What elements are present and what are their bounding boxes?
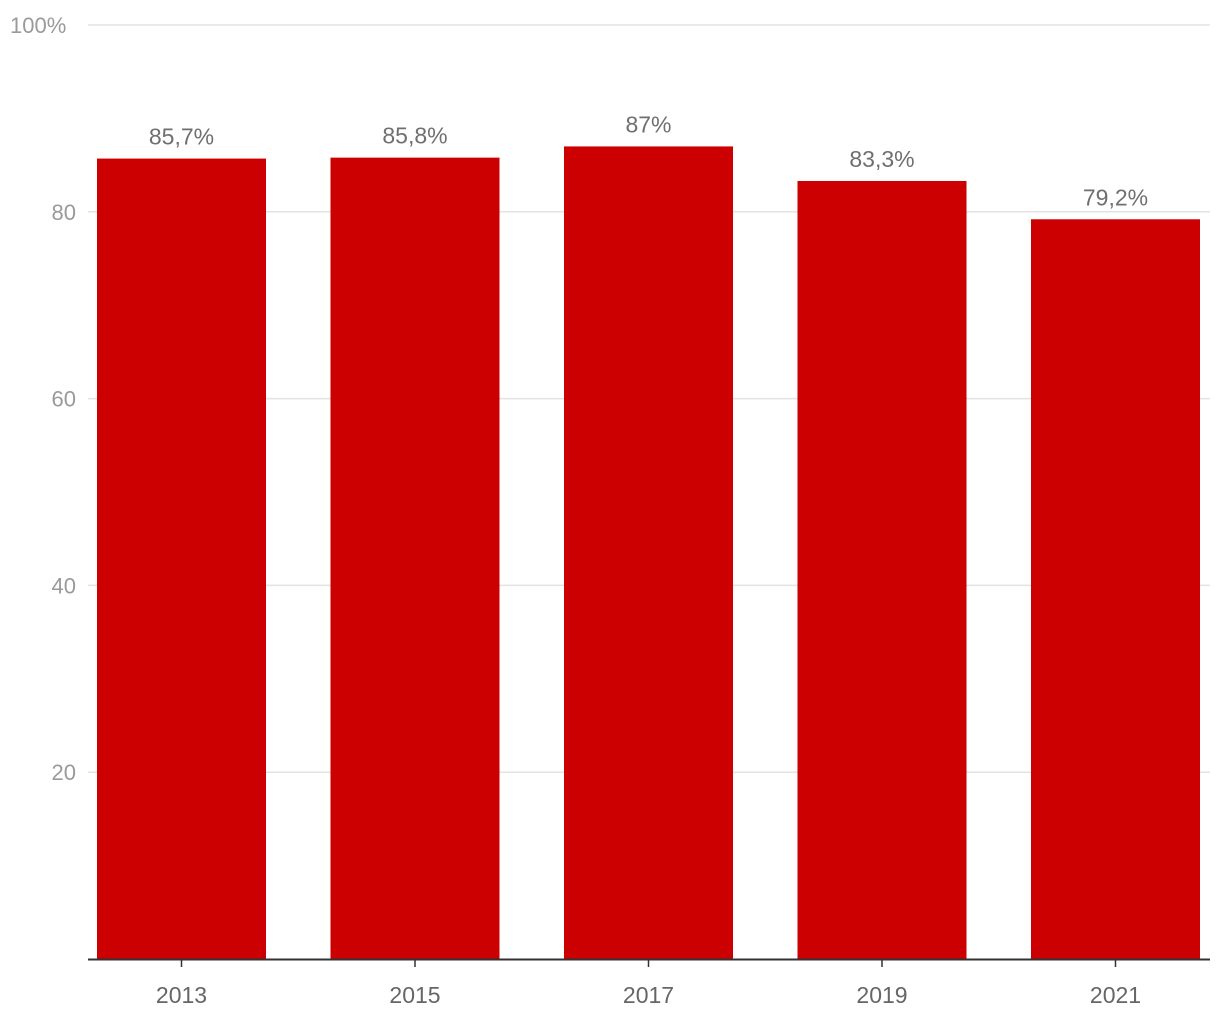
bar xyxy=(564,146,733,960)
bar-value-label: 87% xyxy=(625,111,671,137)
x-tick-label: 2013 xyxy=(156,982,207,1008)
y-tick-label: 80 xyxy=(52,200,76,225)
bar-value-label: 85,7% xyxy=(149,124,214,150)
bar xyxy=(330,157,500,960)
x-axis-tick-labels: 2013 2015 2017 2019 2021 xyxy=(156,982,1141,1008)
y-tick-label: 20 xyxy=(52,760,76,785)
bar-value-label: 85,8% xyxy=(382,123,447,149)
bar-value-label: 79,2% xyxy=(1083,184,1148,210)
y-axis-tick-labels: 100% 80 60 40 20 xyxy=(10,13,76,785)
x-tick-label: 2021 xyxy=(1090,982,1141,1008)
x-tick-label: 2015 xyxy=(389,982,440,1008)
bar xyxy=(1031,219,1200,960)
y-tick-label: 60 xyxy=(52,387,76,412)
bar xyxy=(797,180,967,959)
y-tick-label: 100% xyxy=(10,13,66,38)
x-tick-label: 2017 xyxy=(623,982,674,1008)
x-tick-label: 2019 xyxy=(856,982,907,1008)
bar-value-labels: 85,7% 85,8% 87% 83,3% 79,2% xyxy=(149,111,1148,210)
bars xyxy=(97,146,1200,960)
x-axis-tick-marks xyxy=(180,959,1117,967)
bar xyxy=(97,158,266,959)
y-tick-label: 40 xyxy=(52,573,76,598)
bar-value-label: 83,3% xyxy=(849,146,914,172)
